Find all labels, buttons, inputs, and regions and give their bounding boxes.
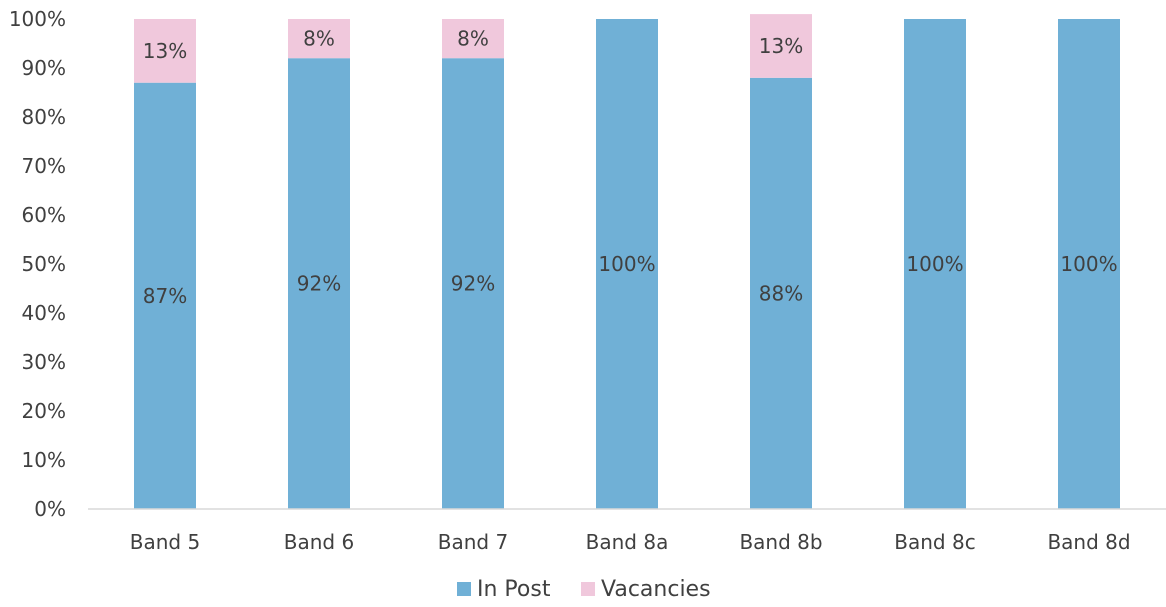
- x-category-label: Band 8d: [1047, 530, 1130, 554]
- legend-swatch-vacancies: [581, 582, 595, 596]
- y-tick-label: 20%: [22, 399, 66, 423]
- bar-segment-vacancies: [750, 14, 812, 78]
- legend-swatch-in-post: [457, 582, 471, 596]
- bar-segment-vacancies: [442, 19, 504, 59]
- x-category-label: Band 7: [438, 530, 508, 554]
- y-tick-label: 50%: [22, 252, 66, 276]
- y-tick-label: 30%: [22, 350, 66, 374]
- x-category-label: Band 6: [284, 530, 354, 554]
- bar-segment-in-post: [442, 58, 504, 509]
- x-category-label: Band 5: [130, 530, 200, 554]
- x-category-label: Band 8b: [739, 530, 822, 554]
- x-axis: Band 5 Band 6 Band 7 Band 8a Band 8b Band 8c B…: [130, 530, 1131, 554]
- data-label: 100%: [906, 252, 963, 276]
- y-tick-label: 60%: [22, 203, 66, 227]
- data-label: 8%: [303, 27, 335, 51]
- data-label: 13%: [759, 34, 803, 58]
- bars: 87% 13% 92% 8% 92% 8% 100% 88% 13% 100% 100%: [134, 14, 1120, 510]
- y-tick-label: 40%: [22, 301, 66, 325]
- y-tick-label: 100%: [9, 7, 66, 31]
- legend-label: In Post: [477, 577, 551, 602]
- bar-segment-vacancies: [134, 19, 196, 83]
- data-label: 8%: [457, 27, 489, 51]
- y-tick-label: 90%: [22, 56, 66, 80]
- data-label: 92%: [451, 272, 495, 296]
- x-category-label: Band 8c: [894, 530, 975, 554]
- bar-segment-in-post: [1058, 19, 1120, 509]
- data-label: 100%: [598, 252, 655, 276]
- y-axis: 0% 10% 20% 30% 40% 50% 60% 70% 80% 90% 100%: [9, 7, 66, 521]
- bar-segment-in-post: [288, 58, 350, 509]
- bar-segment-in-post: [596, 19, 658, 509]
- y-tick-label: 80%: [22, 105, 66, 129]
- legend-label: Vacancies: [601, 577, 711, 602]
- data-label: 92%: [297, 272, 341, 296]
- data-label: 87%: [143, 284, 187, 308]
- bar-segment-vacancies: [288, 19, 350, 59]
- data-label: 13%: [143, 39, 187, 63]
- y-tick-label: 0%: [34, 497, 66, 521]
- data-label: 88%: [759, 281, 803, 305]
- data-label: 100%: [1060, 252, 1117, 276]
- x-category-label: Band 8a: [586, 530, 669, 554]
- y-tick-label: 10%: [22, 448, 66, 472]
- bar-segment-in-post: [134, 82, 196, 509]
- bar-segment-in-post: [750, 77, 812, 510]
- legend: In Post Vacancies: [457, 577, 711, 602]
- y-tick-label: 70%: [22, 154, 66, 178]
- bar-segment-in-post: [904, 19, 966, 509]
